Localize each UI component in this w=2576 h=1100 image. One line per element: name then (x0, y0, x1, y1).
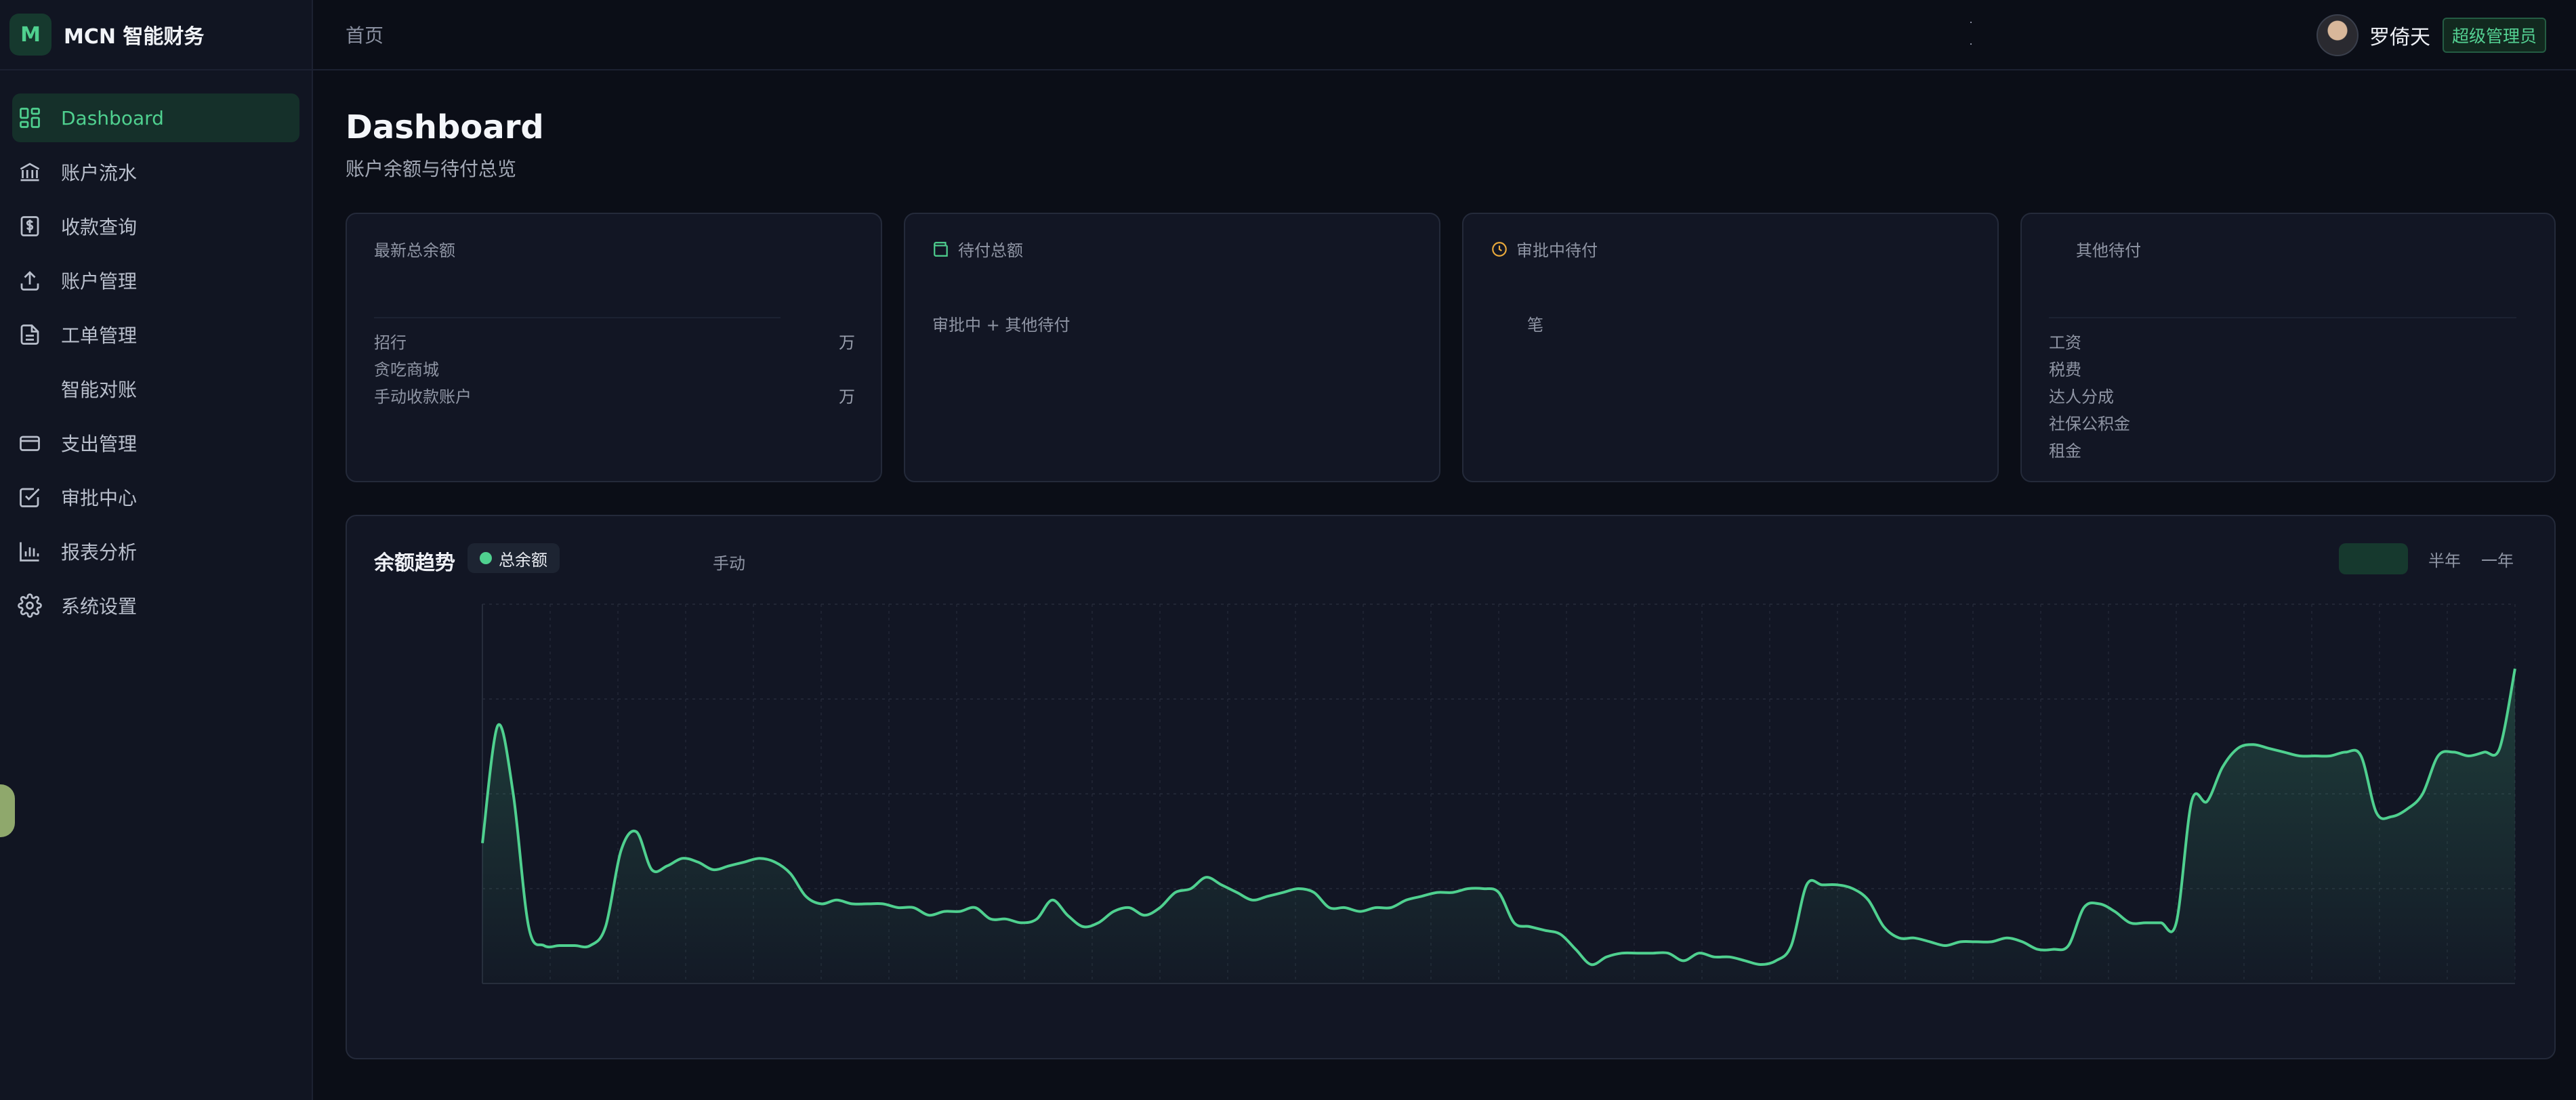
page-title: Dashboard (346, 108, 544, 146)
sidebar-item-label: 收款查询 (61, 216, 138, 238)
role-badge: 超级管理员 (2442, 18, 2546, 53)
legend-total-balance[interactable]: 总余额 (468, 543, 560, 573)
sidebar-item-label: Dashboard (61, 106, 164, 129)
avatar[interactable] (2316, 14, 2359, 56)
sidebar-item-label: 工单管理 (61, 324, 138, 347)
sidebar-item-label: 系统设置 (61, 595, 138, 618)
sidebar-item-account-flow[interactable]: 账户流水 (12, 148, 299, 196)
card-total-balance: 最新总余额 招行 万 贪吃商城 手动收款账户 万 (346, 213, 882, 482)
legend-label: 总余额 (499, 550, 547, 570)
gear-icon (16, 592, 43, 619)
row-value: 万 (839, 387, 855, 406)
card-approval-pending: 审批中待付 笔 (1462, 213, 1999, 482)
sidebar-item-label: 智能对账 (61, 379, 138, 401)
header-divider-dots (1969, 20, 1973, 47)
sidebar-item-dashboard[interactable]: Dashboard (12, 93, 299, 142)
balance-row: 招行 万 (374, 329, 855, 352)
balance-trend-panel: 余额趋势 总余额 手动 半年 一年 (346, 515, 2556, 1059)
floating-handle[interactable] (0, 784, 15, 837)
balance-row: 手动收款账户 万 (374, 383, 855, 406)
card-title: 其他待付 (2076, 241, 2141, 260)
sidebar-item-settings[interactable]: 系统设置 (12, 581, 299, 630)
checkbox-icon (16, 484, 43, 511)
divider (374, 317, 781, 318)
sidebar-item-expense[interactable]: 支出管理 (12, 419, 299, 467)
card-total-pending: 待付总额 审批中 + 其他待付 (904, 213, 1440, 482)
wallet-icon (934, 241, 948, 257)
upload-icon (16, 267, 43, 294)
page-subtitle: 账户余额与待付总览 (346, 158, 517, 180)
card-title: 待付总额 (932, 237, 1023, 261)
sidebar-item-reconcile[interactable]: 智能对账 (12, 364, 299, 413)
clock-icon (1492, 241, 1507, 257)
sidebar-item-label: 审批中心 (61, 487, 138, 509)
sidebar-nav: Dashboard 账户流水 收款查询 账户管理 工单管理 (0, 70, 312, 630)
sidebar-item-approval[interactable]: 审批中心 (12, 473, 299, 522)
dollar-receipt-icon (16, 213, 43, 240)
document-icon (16, 321, 43, 348)
pending-row: 工资 (2049, 333, 2081, 352)
series-line-total-balance[interactable] (481, 668, 2516, 967)
user-menu[interactable]: 罗倚天 超级管理员 (2316, 14, 2546, 57)
pending-row: 社保公积金 (2049, 415, 2130, 433)
pending-row: 租金 (2049, 442, 2081, 461)
balance-trend-chart (481, 604, 2516, 984)
dashboard-icon (16, 104, 43, 131)
sidebar-item-receipt-query[interactable]: 收款查询 (12, 202, 299, 251)
brand-name: MCN 智能财务 (64, 25, 205, 49)
range-tab-one-year[interactable]: 一年 (2481, 551, 2514, 570)
row-label: 手动收款账户 (374, 387, 472, 406)
balance-row: 贪吃商城 (374, 356, 855, 379)
top-bar: 首页 (313, 0, 2576, 70)
card-title: 最新总余额 (374, 241, 455, 260)
row-label: 招行 (374, 333, 407, 352)
row-label: 贪吃商城 (374, 360, 439, 379)
row-value: 万 (839, 333, 855, 352)
range-tab-half-year[interactable]: 半年 (2428, 551, 2461, 570)
brand-logo: M (9, 14, 51, 56)
card-other-pending: 其他待付 工资 税费 达人分成 社保公积金 租金 (2020, 213, 2556, 482)
sidebar-item-account-manage[interactable]: 账户管理 (12, 256, 299, 305)
sidebar-item-ticket-manage[interactable]: 工单管理 (12, 310, 299, 359)
brand[interactable]: M MCN 智能财务 (0, 0, 312, 70)
sidebar-item-label: 支出管理 (61, 433, 138, 455)
pending-row: 达人分成 (2049, 387, 2114, 406)
user-name: 罗倚天 (2369, 26, 2430, 49)
divider (2049, 317, 2516, 318)
range-tab-active[interactable] (2339, 543, 2408, 574)
sidebar-item-label: 账户管理 (61, 270, 138, 293)
card-title: 审批中待付 (1491, 237, 1598, 261)
legend-dot (480, 552, 492, 564)
card-subtitle: 笔 (1527, 316, 1543, 335)
chart-title: 余额趋势 (374, 551, 455, 575)
range-tabs: 半年 一年 (2339, 543, 2514, 574)
credit-card-icon (16, 429, 43, 457)
card-subtitle: 审批中 + 其他待付 (932, 316, 1071, 335)
sidebar-item-label: 报表分析 (61, 541, 138, 564)
sidebar-item-label: 账户流水 (61, 162, 138, 184)
manual-toggle[interactable]: 手动 (713, 554, 745, 573)
bar-chart-icon (16, 538, 43, 565)
blank-icon (16, 375, 43, 402)
bank-icon (16, 158, 43, 186)
pending-row: 税费 (2049, 360, 2081, 379)
sidebar-item-reports[interactable]: 报表分析 (12, 527, 299, 576)
breadcrumb[interactable]: 首页 (346, 24, 384, 47)
sidebar: M MCN 智能财务 Dashboard 账户流水 收款查询 账户管理 (0, 0, 313, 1100)
series-area-total-balance (482, 669, 2515, 983)
